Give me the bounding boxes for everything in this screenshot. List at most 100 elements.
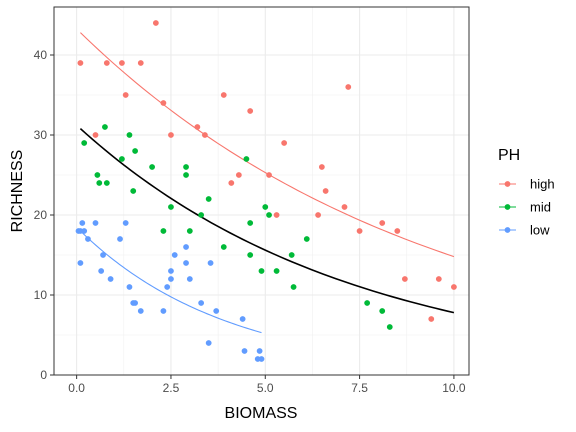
data-point-low [183,260,189,266]
fit-line-low [80,230,262,334]
x-tick-label: 2.5 [163,381,180,395]
data-point-mid [149,164,155,170]
fit-line-overall [79,128,455,314]
data-point-low [198,300,205,306]
y-tick-label: 10 [34,288,48,302]
data-point-mid [273,268,280,274]
data-point-high [281,140,288,146]
data-point-mid [379,308,386,314]
data-point-high [379,220,386,226]
data-point-high [451,284,457,290]
panel-border [53,6,470,376]
data-point-mid [183,164,189,170]
data-point-low [79,220,86,226]
data-point-low [122,220,129,226]
data-point-mid [183,172,189,178]
data-point-low [241,348,248,354]
data-point-low [205,340,212,346]
data-point-high [315,212,321,218]
data-point-mid [94,172,101,178]
data-point-low [183,244,189,250]
data-point-mid [205,196,212,202]
legend-label-mid: mid [530,200,551,215]
legend: PH high mid low [498,147,555,238]
legend-label-high: high [530,177,555,192]
data-point-low [258,356,265,362]
x-axis-title: BIOMASS [225,405,298,422]
data-point-mid [262,204,269,210]
data-point-mid [132,148,139,154]
data-point-mid [290,284,297,290]
data-point-low [117,236,123,242]
data-point-mid [81,140,88,146]
data-point-high [273,212,280,218]
data-point-high [160,100,167,106]
data-point-high [220,92,227,98]
data-point-mid [119,156,125,162]
data-point-low [98,268,105,274]
data-point-low [207,260,214,266]
data-point-low [107,276,114,282]
data-point-low [239,316,246,322]
data-point-mid [266,212,272,218]
data-point-mid [168,204,174,210]
data-point-high [428,316,435,322]
data-point-high [356,228,363,234]
data-point-high [247,108,254,114]
data-point-mid [220,244,227,250]
data-point-mid [186,228,193,234]
data-point-low [171,252,178,258]
x-tick-label: 5.0 [257,381,274,395]
data-point-low [213,308,220,314]
data-point-high [435,276,442,282]
data-point-high [77,60,84,66]
data-point-low [186,276,193,282]
data-point-mid [258,268,265,274]
data-point-high [322,188,329,194]
data-point-mid [126,132,133,138]
data-point-low [256,348,263,354]
data-point-high [394,228,401,234]
data-point-low [92,220,99,226]
data-point-high [235,172,242,178]
legend-key-point-high [504,181,511,187]
x-tick-label: 7.5 [351,381,368,395]
y-tick-label: 40 [34,48,48,62]
data-point-low [137,308,144,314]
data-point-mid [247,252,254,258]
legend-label-low: low [530,223,550,238]
data-point-high [341,204,348,210]
data-point-low [77,260,84,266]
data-point-mid [198,212,205,218]
y-tick-label: 20 [34,208,48,222]
data-point-low [100,252,106,258]
data-point-mid [102,124,108,130]
data-point-high [137,60,144,66]
data-point-mid [288,252,295,258]
data-point-high [103,60,110,66]
legend-title: PH [498,147,520,164]
data-point-high [168,132,174,138]
y-tick-label: 30 [34,128,48,142]
data-point-high [202,132,208,138]
data-points [75,20,457,362]
y-axis-title: RICHNESS [9,150,26,233]
legend-key-point-mid [504,204,511,210]
data-point-high [318,164,325,170]
data-point-mid [303,236,310,242]
data-point-mid [364,300,371,306]
data-point-low [85,236,91,242]
y-tick-label: 0 [40,368,47,382]
axis-ticks: 0.0 2.5 5.0 7.5 10.0 0 10 20 30 40 [34,48,466,395]
data-point-low [132,300,139,306]
panel-background [54,7,469,375]
data-point-low [164,284,171,290]
data-point-low [168,276,174,282]
data-point-high [401,276,408,282]
data-point-mid [243,156,250,162]
data-point-high [228,180,235,186]
x-tick-label: 10.0 [442,381,466,395]
data-point-low [126,284,133,290]
data-point-high [122,92,129,98]
data-point-low [168,268,174,274]
